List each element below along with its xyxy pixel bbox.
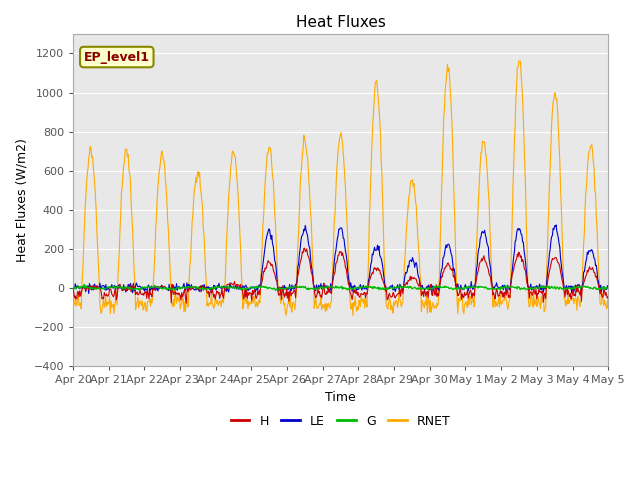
Y-axis label: Heat Fluxes (W/m2): Heat Fluxes (W/m2) [15, 138, 28, 262]
Legend: H, LE, G, RNET: H, LE, G, RNET [225, 410, 456, 433]
Title: Heat Fluxes: Heat Fluxes [296, 15, 385, 30]
X-axis label: Time: Time [325, 391, 356, 404]
Text: EP_level1: EP_level1 [84, 50, 150, 63]
